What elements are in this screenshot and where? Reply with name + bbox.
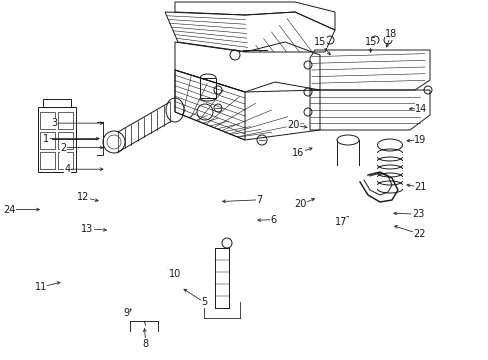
Text: 1: 1: [43, 134, 49, 144]
Text: 22: 22: [412, 229, 425, 239]
Text: 3: 3: [52, 118, 58, 128]
Bar: [38, 107, 76, 172]
Text: 6: 6: [270, 215, 276, 225]
Text: 10: 10: [168, 269, 181, 279]
Text: 16: 16: [291, 148, 304, 158]
Text: 24: 24: [3, 204, 16, 215]
Bar: [43, 99, 71, 107]
Bar: [58, 112, 73, 129]
Text: 19: 19: [413, 135, 426, 145]
Text: 20: 20: [286, 120, 299, 130]
Bar: [58, 132, 73, 149]
Bar: [58, 152, 73, 169]
Bar: [200, 78, 216, 98]
Text: 14: 14: [414, 104, 427, 114]
Bar: [40, 132, 55, 149]
Text: 12: 12: [77, 192, 89, 202]
Bar: [40, 152, 55, 169]
Text: 17: 17: [334, 217, 347, 228]
Text: 5: 5: [201, 297, 207, 307]
Text: 1: 1: [43, 134, 49, 144]
Text: 23: 23: [411, 209, 424, 219]
Text: 9: 9: [123, 308, 129, 318]
Text: 20: 20: [294, 199, 306, 210]
Text: 2: 2: [61, 143, 66, 153]
Text: 8: 8: [142, 339, 148, 349]
Bar: [40, 112, 55, 129]
Text: 18: 18: [384, 29, 397, 39]
Text: 11: 11: [34, 282, 47, 292]
Text: 7: 7: [256, 195, 262, 205]
Text: 15: 15: [313, 37, 326, 48]
Text: 13: 13: [81, 224, 93, 234]
Text: 21: 21: [413, 182, 426, 192]
Text: 4: 4: [64, 164, 70, 174]
Text: 15: 15: [364, 37, 376, 48]
